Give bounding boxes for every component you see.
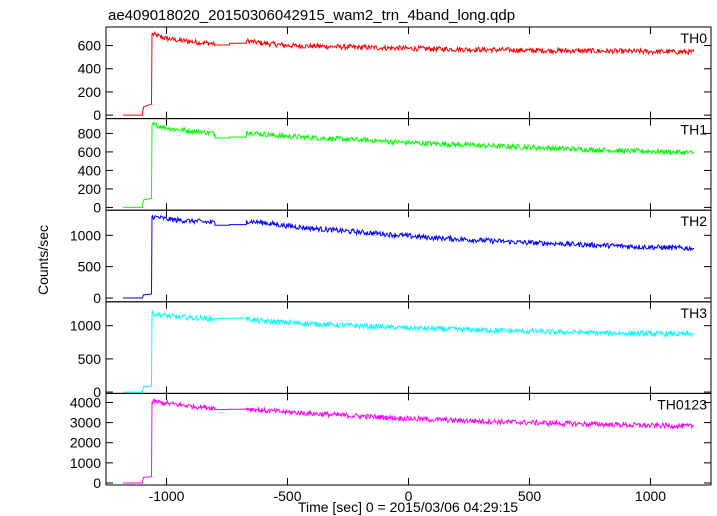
y-tick-label: 600 — [78, 38, 102, 54]
y-tick-label: 0 — [93, 384, 101, 400]
y-tick-label: 0 — [93, 290, 101, 306]
series-line — [122, 398, 695, 484]
y-tick-label: 1000 — [70, 227, 101, 243]
x-tick-label: 0 — [405, 488, 413, 504]
y-tick-label: 500 — [78, 351, 102, 367]
y-tick-label: 0 — [93, 107, 101, 123]
panel-label: TH1 — [681, 122, 708, 138]
x-tick-label: -1000 — [149, 488, 185, 504]
y-tick-label: 2000 — [70, 435, 101, 451]
chart-title: ae409018020_20150306042915_wam2_trn_4ban… — [108, 7, 515, 24]
y-tick-label: 3000 — [70, 415, 101, 431]
panel-frame — [105, 392, 712, 486]
x-tick-label: 1000 — [635, 488, 666, 504]
y-tick-label: 1000 — [70, 455, 101, 471]
x-tick-label: 500 — [518, 488, 542, 504]
y-tick-label: 200 — [78, 181, 102, 197]
panel-frame — [105, 209, 712, 303]
series-line — [122, 30, 695, 116]
panels-group: 0 200 400 600 TH0 0 200 400 600 800 TH1 0 500 1000 TH2… — [70, 26, 712, 504]
series-line — [122, 214, 695, 299]
series-line — [122, 309, 695, 393]
panel-label: TH0 — [681, 30, 708, 46]
y-tick-label: 4000 — [70, 394, 101, 410]
y-axis-label: Counts/sec — [35, 225, 51, 295]
y-tick-label: 800 — [78, 125, 102, 141]
panel-frame — [105, 26, 712, 120]
x-axis-label: Time [sec] 0 = 2015/03/06 04:29:15 — [298, 499, 518, 515]
y-tick-label: 200 — [78, 84, 102, 100]
y-tick-label: 400 — [78, 162, 102, 178]
y-tick-label: 600 — [78, 144, 102, 160]
panel-label: TH0123 — [657, 396, 707, 412]
y-tick-label: 0 — [93, 199, 101, 215]
y-tick-label: 400 — [78, 61, 102, 77]
x-tick-label: -500 — [273, 488, 301, 504]
y-tick-label: 0 — [93, 475, 101, 491]
series-line — [122, 121, 695, 208]
panel-label: TH2 — [681, 213, 708, 229]
y-tick-label: 500 — [78, 259, 102, 275]
panel-label: TH3 — [681, 305, 708, 321]
y-tick-label: 1000 — [70, 318, 101, 334]
